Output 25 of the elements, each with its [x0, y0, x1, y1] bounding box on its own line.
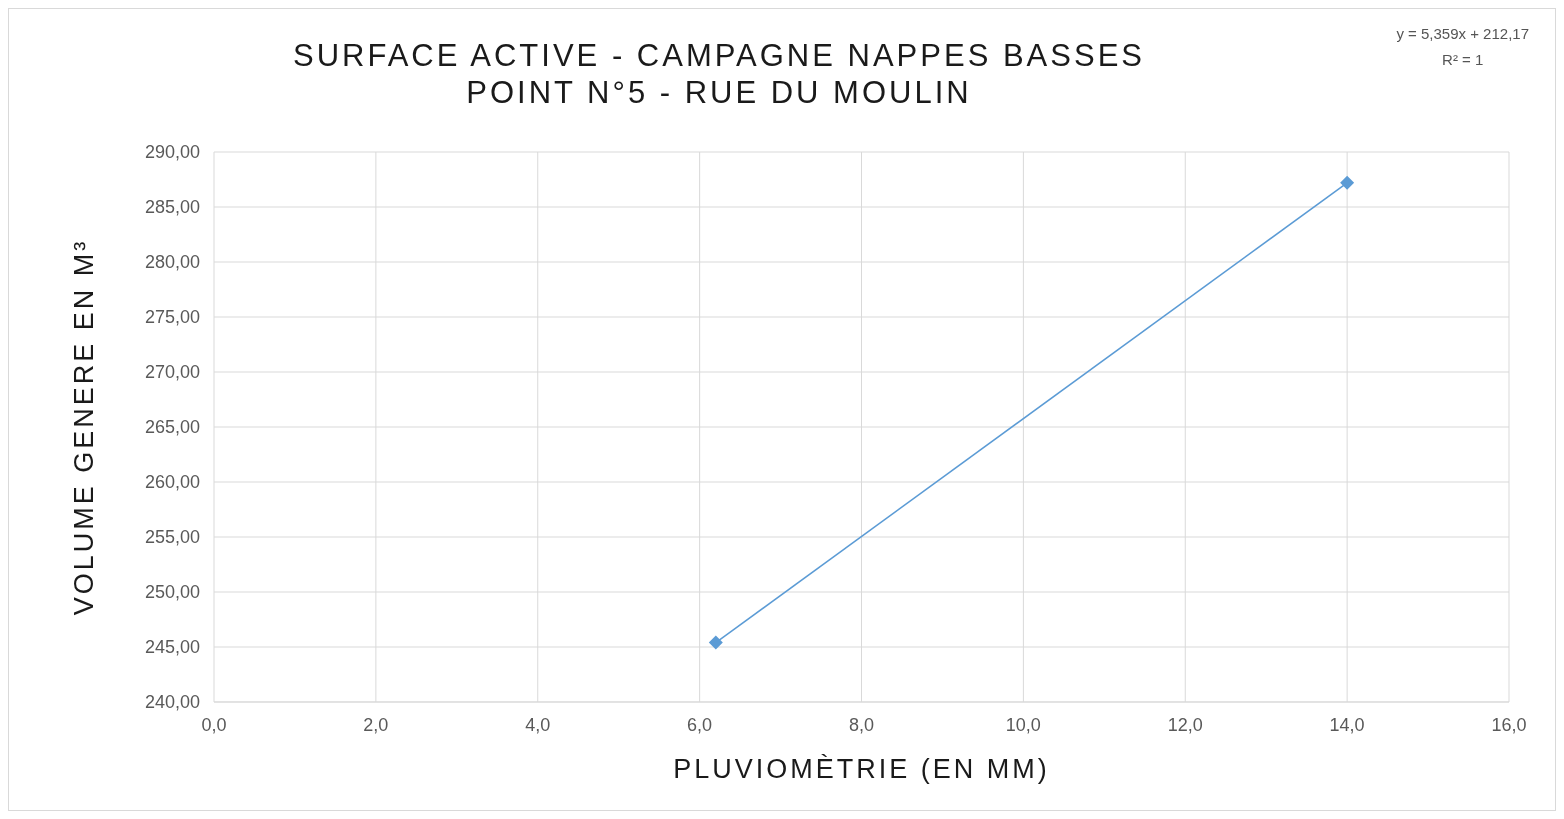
y-tick-label: 250,00 — [144, 582, 200, 603]
y-tick-label: 260,00 — [144, 472, 200, 493]
x-tick-label: 4,0 — [525, 714, 551, 735]
y-tick-label: 255,00 — [144, 527, 200, 548]
y-tick-label: 285,00 — [144, 197, 200, 218]
text: y = 5,359x + 212,17 — [1396, 24, 1529, 44]
y-tick-label: 280,00 — [144, 252, 200, 273]
y-tick-label: 290,00 — [144, 142, 200, 163]
x-tick-label: 16,0 — [1491, 714, 1527, 735]
x-tick-label: 10,0 — [1005, 714, 1041, 735]
y-tick-label: 265,00 — [144, 417, 200, 438]
x-tick-label: 0,0 — [201, 714, 227, 735]
x-tick-label: 8,0 — [848, 714, 875, 735]
y-tick-label: 270,00 — [144, 362, 200, 383]
chart-title: SURFACE ACTIVE - CAMPAGNE NAPPES BASSES POINT N°5 - RUE DU MOULIN — [292, 38, 1146, 111]
x-axis-title: PLUVIOMÈTRIE (EN MM) — [672, 754, 1051, 785]
y-tick-label: 245,00 — [144, 637, 200, 658]
y-axis-title: VOLUME GENERE EN M³ — [68, 238, 100, 616]
text: R² = 1 — [1441, 50, 1485, 70]
y-tick-label: 240,00 — [144, 692, 200, 713]
x-tick-label: 14,0 — [1329, 714, 1365, 735]
x-tick-label: 6,0 — [687, 714, 713, 735]
y-tick-label: 275,00 — [144, 307, 200, 328]
x-tick-label: 12,0 — [1167, 714, 1203, 735]
x-tick-label: 2,0 — [363, 714, 389, 735]
